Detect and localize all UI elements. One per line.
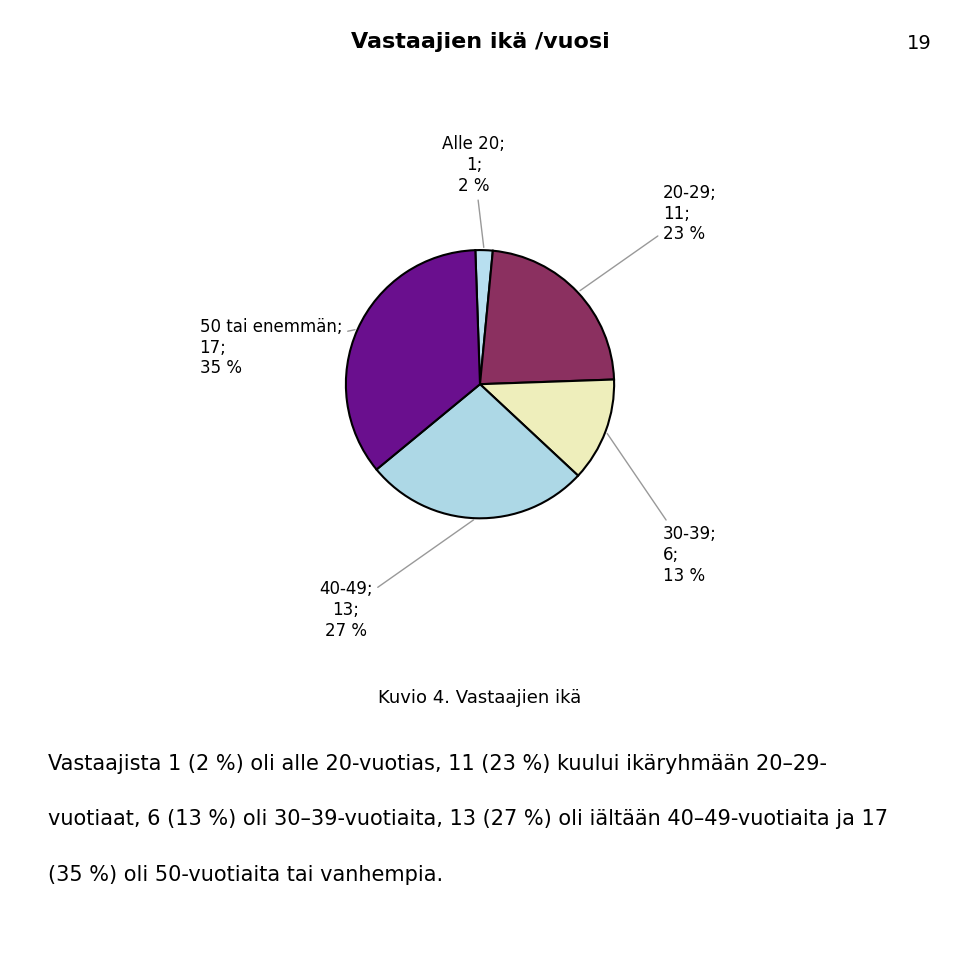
Text: 50 tai enemmän;
17;
35 %: 50 tai enemmän; 17; 35 % — [200, 318, 355, 377]
Wedge shape — [480, 379, 614, 475]
Wedge shape — [346, 251, 480, 469]
Text: vuotiaat, 6 (13 %) oli 30–39-vuotiaita, 13 (27 %) oli iältään 40–49-vuotiaita ja: vuotiaat, 6 (13 %) oli 30–39-vuotiaita, … — [48, 809, 888, 829]
Text: Alle 20;
1;
2 %: Alle 20; 1; 2 % — [443, 135, 505, 248]
Text: (35 %) oli 50-vuotiaita tai vanhempia.: (35 %) oli 50-vuotiaita tai vanhempia. — [48, 865, 444, 885]
Text: 30-39;
6;
13 %: 30-39; 6; 13 % — [607, 434, 717, 585]
Text: 40-49;
13;
27 %: 40-49; 13; 27 % — [319, 520, 473, 639]
Text: 19: 19 — [906, 34, 931, 53]
Text: 20-29;
11;
23 %: 20-29; 11; 23 % — [580, 183, 717, 291]
Text: Kuvio 4. Vastaajien ikä: Kuvio 4. Vastaajien ikä — [378, 689, 582, 708]
Wedge shape — [376, 384, 578, 518]
Wedge shape — [480, 251, 614, 384]
Wedge shape — [475, 250, 492, 384]
Title: Vastaajien ikä /vuosi: Vastaajien ikä /vuosi — [350, 32, 610, 52]
Text: Vastaajista 1 (2 %) oli alle 20-vuotias, 11 (23 %) kuului ikäryhmään 20–29-: Vastaajista 1 (2 %) oli alle 20-vuotias,… — [48, 754, 827, 774]
